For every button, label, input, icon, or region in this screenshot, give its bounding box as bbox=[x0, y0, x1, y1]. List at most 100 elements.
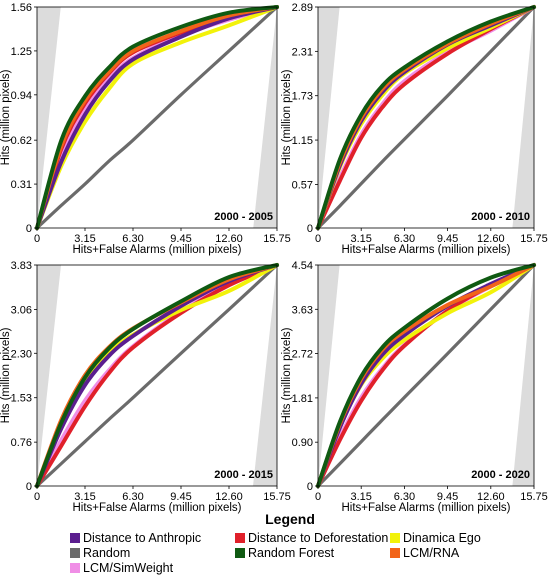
y-tick-label: 0.90 bbox=[292, 437, 313, 449]
legend-title: Legend bbox=[265, 511, 315, 527]
x-axis-label: Hits+False Alarms (million pixels) bbox=[341, 502, 510, 514]
y-tick-label: 1.53 bbox=[11, 393, 32, 405]
legend-swatch bbox=[70, 563, 80, 573]
legend-swatch bbox=[390, 548, 400, 558]
series-line-random-forest bbox=[316, 5, 536, 230]
infeasible-region-upper bbox=[37, 7, 61, 228]
chart-panel-1: 0 3.15 6.30 9.45 12.60 15.75 0 0.31 0.62 0.94 1.25… bbox=[0, 2, 291, 256]
x-tick-label: 0 bbox=[34, 491, 40, 503]
y-tick-label: 1.81 bbox=[292, 393, 313, 405]
y-tick-label: 0 bbox=[307, 223, 313, 235]
plot-frame bbox=[36, 264, 278, 487]
legend-swatch bbox=[70, 548, 80, 558]
legend-label: Random Forest bbox=[248, 546, 335, 560]
x-tick-label: 12.60 bbox=[477, 233, 505, 245]
y-tick-label: 0.57 bbox=[292, 179, 313, 191]
y-tick-label: 0 bbox=[26, 481, 32, 493]
series-line-distance-to-deforestation bbox=[35, 263, 279, 488]
period-label: 2000 - 2015 bbox=[214, 469, 273, 481]
legend-label: Random bbox=[83, 546, 131, 560]
x-axis-label: Hits+False Alarms (million pixels) bbox=[72, 502, 241, 514]
infeasible-region-lower bbox=[253, 265, 277, 486]
x-tick-label: 15.75 bbox=[263, 233, 291, 245]
plot-frame bbox=[317, 264, 535, 487]
infeasible-region-lower bbox=[512, 265, 534, 486]
x-tick-label: 0 bbox=[34, 233, 40, 245]
x-tick-label: 9.45 bbox=[437, 233, 458, 245]
x-tick-label: 6.30 bbox=[394, 491, 415, 503]
legend-swatch bbox=[235, 533, 245, 543]
x-axis-label: Hits+False Alarms (million pixels) bbox=[72, 244, 241, 256]
y-tick-label: 1.73 bbox=[292, 91, 313, 103]
infeasible-region-upper bbox=[318, 7, 340, 228]
y-tick-label: 3.06 bbox=[11, 304, 32, 316]
plot-frame bbox=[36, 6, 278, 229]
x-axis-label: Hits+False Alarms (million pixels) bbox=[341, 244, 510, 256]
chart-panel-4: 0 3.15 6.30 9.45 12.60 15.75 0 0.90 1.81 2.72 3.63… bbox=[281, 260, 548, 514]
x-tick-label: 6.30 bbox=[122, 491, 143, 503]
y-axis-label: Hits (million pixels) bbox=[281, 69, 293, 165]
x-tick-label: 9.45 bbox=[437, 491, 458, 503]
legend-label: LCM/SimWeight bbox=[83, 561, 174, 575]
legend-item-lcm-simweight: LCM/SimWeight bbox=[70, 561, 173, 575]
series-line-random-forest bbox=[35, 263, 279, 488]
x-tick-label: 15.75 bbox=[520, 233, 548, 245]
y-axis-label: Hits (million pixels) bbox=[0, 69, 12, 165]
x-tick-label: 6.30 bbox=[122, 233, 143, 245]
period-label: 2000 - 2005 bbox=[214, 211, 273, 223]
legend: Legend Distance to Anthropic Distance to… bbox=[70, 511, 510, 577]
legend-item-random: Random bbox=[70, 546, 130, 560]
period-label: 2000 - 2020 bbox=[471, 469, 530, 481]
series-line-random-forest bbox=[35, 5, 279, 230]
series-line-random bbox=[316, 263, 536, 488]
x-tick-label: 3.15 bbox=[74, 491, 95, 503]
series-line-distance-to-anthropic bbox=[35, 5, 279, 230]
x-tick-label: 15.75 bbox=[520, 491, 548, 503]
infeasible-region-lower bbox=[253, 7, 277, 228]
legend-swatch bbox=[390, 533, 400, 543]
infeasible-region-upper bbox=[37, 265, 61, 486]
y-tick-label: 0 bbox=[26, 223, 32, 235]
legend-item-distance-anthropic: Distance to Anthropic bbox=[70, 531, 201, 545]
y-tick-label: 1.25 bbox=[11, 46, 32, 58]
x-tick-label: 12.60 bbox=[215, 491, 243, 503]
y-tick-label: 2.72 bbox=[292, 349, 313, 361]
x-tick-label: 0 bbox=[315, 491, 321, 503]
plot-frame bbox=[317, 6, 535, 229]
legend-swatch bbox=[235, 548, 245, 558]
y-tick-label: 2.31 bbox=[292, 46, 313, 58]
y-tick-label: 1.56 bbox=[11, 2, 32, 14]
y-tick-label: 1.15 bbox=[292, 135, 313, 147]
y-tick-label: 4.54 bbox=[292, 260, 313, 272]
chart-panel-3: 0 3.15 6.30 9.45 12.60 15.75 0 0.76 1.53 2.30 3.06… bbox=[0, 260, 291, 514]
infeasible-region-lower bbox=[512, 7, 534, 228]
y-tick-label: 0.31 bbox=[11, 179, 32, 191]
series-line-random bbox=[35, 5, 279, 230]
legend-label: Dinamica Ego bbox=[403, 531, 481, 545]
y-tick-label: 2.89 bbox=[292, 2, 313, 14]
x-tick-label: 3.15 bbox=[74, 233, 95, 245]
y-tick-label: 0.94 bbox=[11, 90, 32, 102]
y-tick-label: 2.30 bbox=[11, 348, 32, 360]
period-label: 2000 - 2010 bbox=[471, 211, 530, 223]
legend-item-lcm-rna: LCM/RNA bbox=[390, 546, 459, 560]
legend-swatch bbox=[70, 533, 80, 543]
x-tick-label: 3.15 bbox=[350, 491, 371, 503]
infeasible-region-upper bbox=[318, 265, 340, 486]
x-tick-label: 0 bbox=[315, 233, 321, 245]
y-axis-label: Hits (million pixels) bbox=[281, 327, 293, 423]
x-tick-label: 6.30 bbox=[394, 233, 415, 245]
legend-item-dinamica-ego: Dinamica Ego bbox=[390, 531, 481, 545]
legend-item-random-forest: Random Forest bbox=[235, 546, 334, 560]
legend-item-distance-deforestation: Distance to Deforestation bbox=[235, 531, 388, 545]
legend-label: Distance to Deforestation bbox=[248, 531, 389, 545]
y-tick-label: 0.62 bbox=[11, 135, 32, 147]
x-tick-label: 15.75 bbox=[263, 491, 291, 503]
y-tick-label: 0.76 bbox=[11, 437, 32, 449]
series-line-random bbox=[35, 263, 279, 488]
chart-panel-2: 0 3.15 6.30 9.45 12.60 15.75 0 0.57 1.15 1.73 2.31… bbox=[281, 2, 548, 256]
legend-label: LCM/RNA bbox=[403, 546, 460, 560]
y-tick-label: 3.83 bbox=[11, 260, 32, 272]
x-tick-label: 12.60 bbox=[477, 491, 505, 503]
